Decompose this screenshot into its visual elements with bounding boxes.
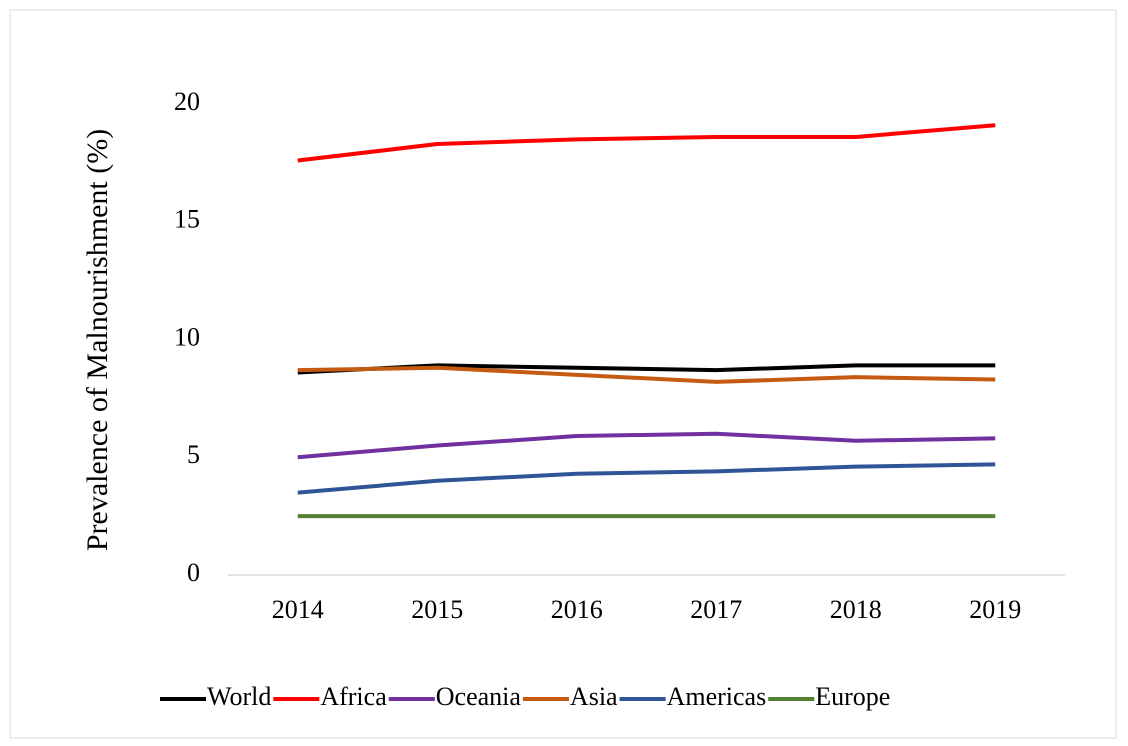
legend-label: Europe — [815, 682, 890, 711]
y-tick-label: 10 — [174, 322, 200, 351]
series-line — [297, 123, 996, 163]
legend-label: Americas — [667, 682, 767, 711]
legend-label: Oceania — [436, 682, 522, 711]
x-tick-label: 2018 — [830, 595, 882, 624]
y-axis-label: Prevalence of Malnourishment (%) — [81, 129, 114, 551]
y-tick-label: 5 — [187, 440, 200, 469]
x-tick-label: 2015 — [411, 595, 463, 624]
x-tick-label: 2017 — [690, 595, 742, 624]
x-tick-label: 2019 — [969, 595, 1021, 624]
legend-label: Asia — [570, 682, 618, 711]
legend-label: World — [207, 682, 271, 711]
chart-border — [9, 9, 1117, 739]
y-tick-label: 20 — [174, 87, 200, 116]
x-tick-label: 2014 — [272, 595, 324, 624]
legend-label: Africa — [320, 682, 387, 711]
x-tick-label: 2016 — [551, 595, 603, 624]
series-line — [297, 462, 996, 495]
series-line — [297, 365, 996, 384]
y-tick-label: 15 — [174, 205, 200, 234]
y-tick-label: 0 — [187, 558, 200, 587]
series-line — [297, 431, 996, 460]
